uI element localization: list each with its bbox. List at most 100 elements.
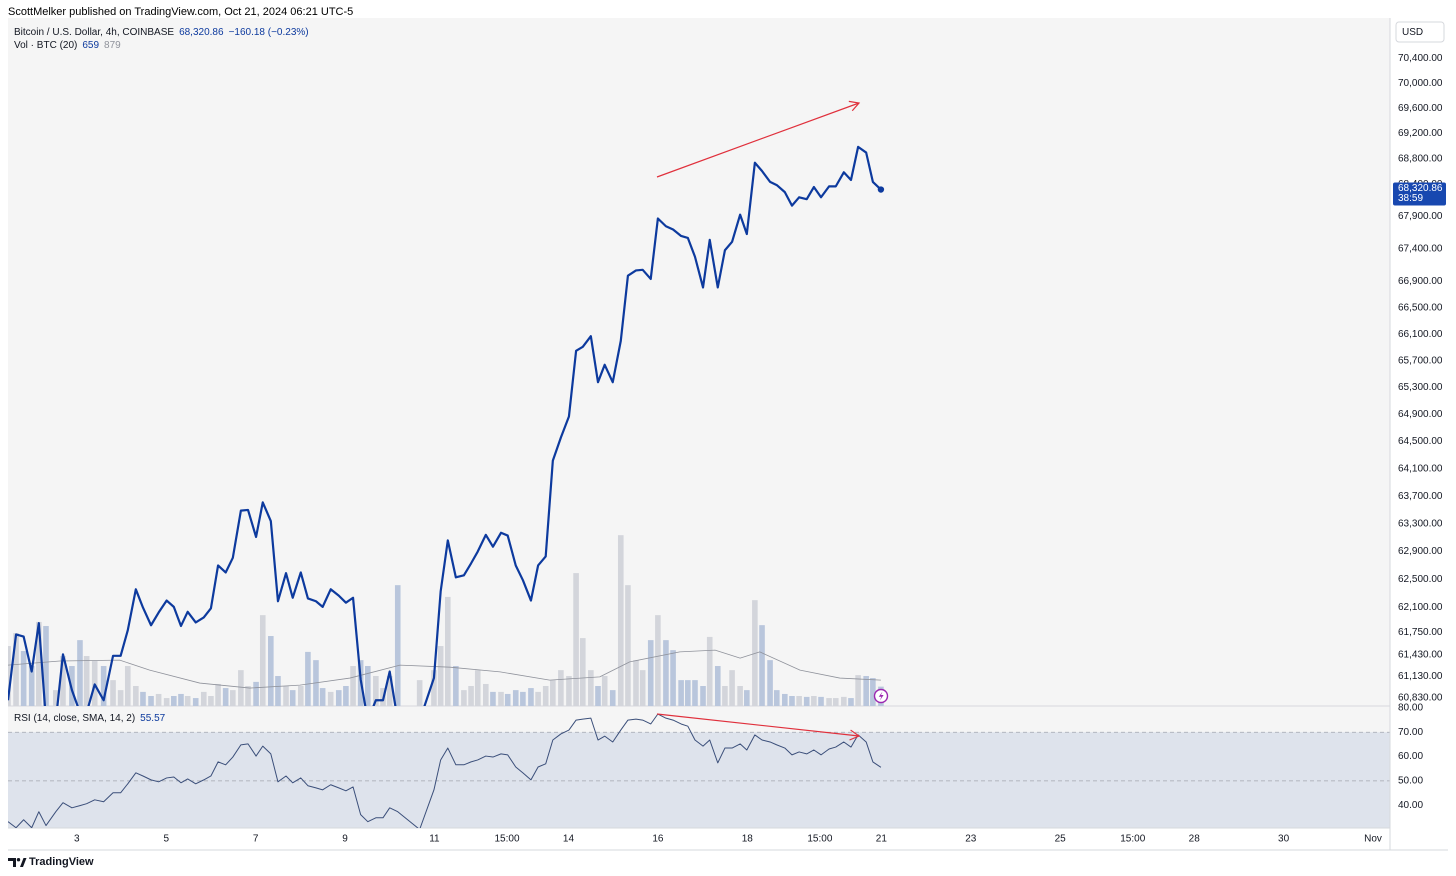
rsi-tick-label: 80.00	[1398, 703, 1423, 714]
x-tick-label: 3	[74, 834, 80, 845]
price-tag-label: 68,320.86	[1398, 183, 1443, 194]
volume-bar	[83, 656, 90, 706]
y-tick-label: 62,500.00	[1398, 574, 1443, 585]
volume-bar	[841, 696, 847, 706]
volume-bar	[100, 666, 107, 706]
price-pane	[8, 145, 884, 706]
volume-bar	[468, 686, 474, 706]
volume-bar	[759, 625, 765, 706]
x-tick-label: 11	[429, 834, 440, 845]
x-tick-label: 25	[1055, 834, 1067, 845]
volume-bar	[647, 640, 654, 706]
volume-bar	[670, 650, 676, 706]
x-tick-label: 16	[652, 834, 664, 845]
volume-bar	[685, 680, 691, 706]
price-line	[8, 145, 882, 706]
volume-bar	[639, 670, 646, 706]
symbol-name: Bitcoin / U.S. Dollar, 4h, COINBASE	[14, 27, 175, 38]
y-tick-label: 68,800.00	[1398, 154, 1443, 165]
volume-bar	[729, 670, 735, 706]
volume-bar	[259, 615, 266, 706]
volume-bar	[117, 690, 124, 706]
volume-bar	[609, 690, 616, 706]
volume-bar	[275, 676, 281, 706]
volume-bar	[445, 596, 451, 706]
volume-bar	[558, 670, 564, 706]
volume-bar	[453, 666, 459, 706]
volume-bar	[601, 676, 608, 706]
volume-bar	[36, 621, 42, 706]
volume-bar	[171, 696, 177, 706]
rsi-band	[8, 732, 1390, 828]
rsi-tick-label: 50.00	[1398, 775, 1423, 786]
volume-bar	[416, 680, 423, 706]
volume-bar	[579, 638, 586, 706]
volume-bar	[773, 690, 780, 706]
rsi-name: RSI (14, close, SMA, 14, 2)	[14, 713, 136, 724]
volume-bar	[744, 690, 750, 706]
volume-bar	[77, 640, 83, 706]
volume-bar	[722, 686, 728, 706]
volume-bar	[437, 646, 444, 706]
x-tick-label: 15:00	[1120, 834, 1145, 845]
volume-bar	[848, 698, 854, 706]
volume-bar	[483, 683, 489, 706]
y-tick-label: 64,500.00	[1398, 436, 1443, 447]
trend-arrow	[656, 100, 861, 178]
volume-bar	[43, 626, 49, 706]
volume-bar	[767, 660, 773, 706]
currency-label: USD	[1402, 27, 1423, 38]
volume-bar	[140, 691, 146, 706]
last-price: 68,320.86	[179, 27, 224, 38]
volume-bar	[215, 683, 221, 706]
volume-bar	[520, 691, 526, 706]
x-tick-label: 15:00	[495, 834, 520, 845]
volume-bar	[655, 615, 661, 706]
volume-bar	[811, 696, 817, 706]
volume-sma-value: 879	[104, 40, 121, 51]
volume-bar	[343, 686, 349, 706]
x-tick-label: 15:00	[807, 834, 832, 845]
volume-bar	[706, 636, 713, 706]
volume-bar	[386, 676, 393, 706]
volume-bar	[796, 696, 802, 706]
volume-bar	[327, 691, 334, 706]
volume-bar	[542, 686, 549, 706]
volume-bar	[155, 693, 162, 706]
rsi-legend: RSI (14, close, SMA, 14, 2) 55.57	[14, 713, 170, 724]
y-tick-label: 61,430.00	[1398, 650, 1443, 661]
volume-bar	[625, 585, 631, 706]
x-tick-label: 14	[563, 834, 575, 845]
y-tick-label: 61,130.00	[1398, 671, 1443, 682]
volume-bar	[289, 690, 296, 706]
y-tick-label: 65,700.00	[1398, 355, 1443, 366]
volume-bar	[663, 640, 669, 706]
volume-bar	[700, 686, 706, 706]
y-tick-label: 67,900.00	[1398, 211, 1443, 222]
trend-arrow	[656, 713, 861, 741]
x-tick-label: 9	[342, 834, 348, 845]
volume-bar	[373, 676, 379, 706]
volume-bar	[268, 636, 274, 706]
y-tick-label: 62,900.00	[1398, 546, 1443, 557]
volume-bar	[855, 675, 861, 706]
volume-bar	[148, 696, 154, 706]
volume-bar	[319, 688, 326, 706]
x-tick-label: 5	[163, 834, 169, 845]
alert-icon[interactable]	[873, 688, 889, 704]
volume-bar	[335, 690, 342, 706]
volume-bar	[550, 680, 556, 706]
volume-bar	[803, 696, 810, 706]
currency-box[interactable]	[1395, 21, 1445, 43]
volume-bar	[504, 693, 511, 706]
footer-logo	[8, 858, 27, 867]
volume-bar	[678, 680, 684, 706]
volume-bar	[490, 691, 496, 706]
volume-bar	[245, 686, 251, 706]
volume-bar	[297, 686, 304, 706]
price-change: −160.18 (−0.23%)	[228, 27, 309, 38]
y-tick-label: 64,100.00	[1398, 463, 1443, 474]
volume-bar	[431, 670, 437, 706]
y-tick-label: 63,300.00	[1398, 518, 1443, 529]
volume-bar	[498, 691, 504, 706]
